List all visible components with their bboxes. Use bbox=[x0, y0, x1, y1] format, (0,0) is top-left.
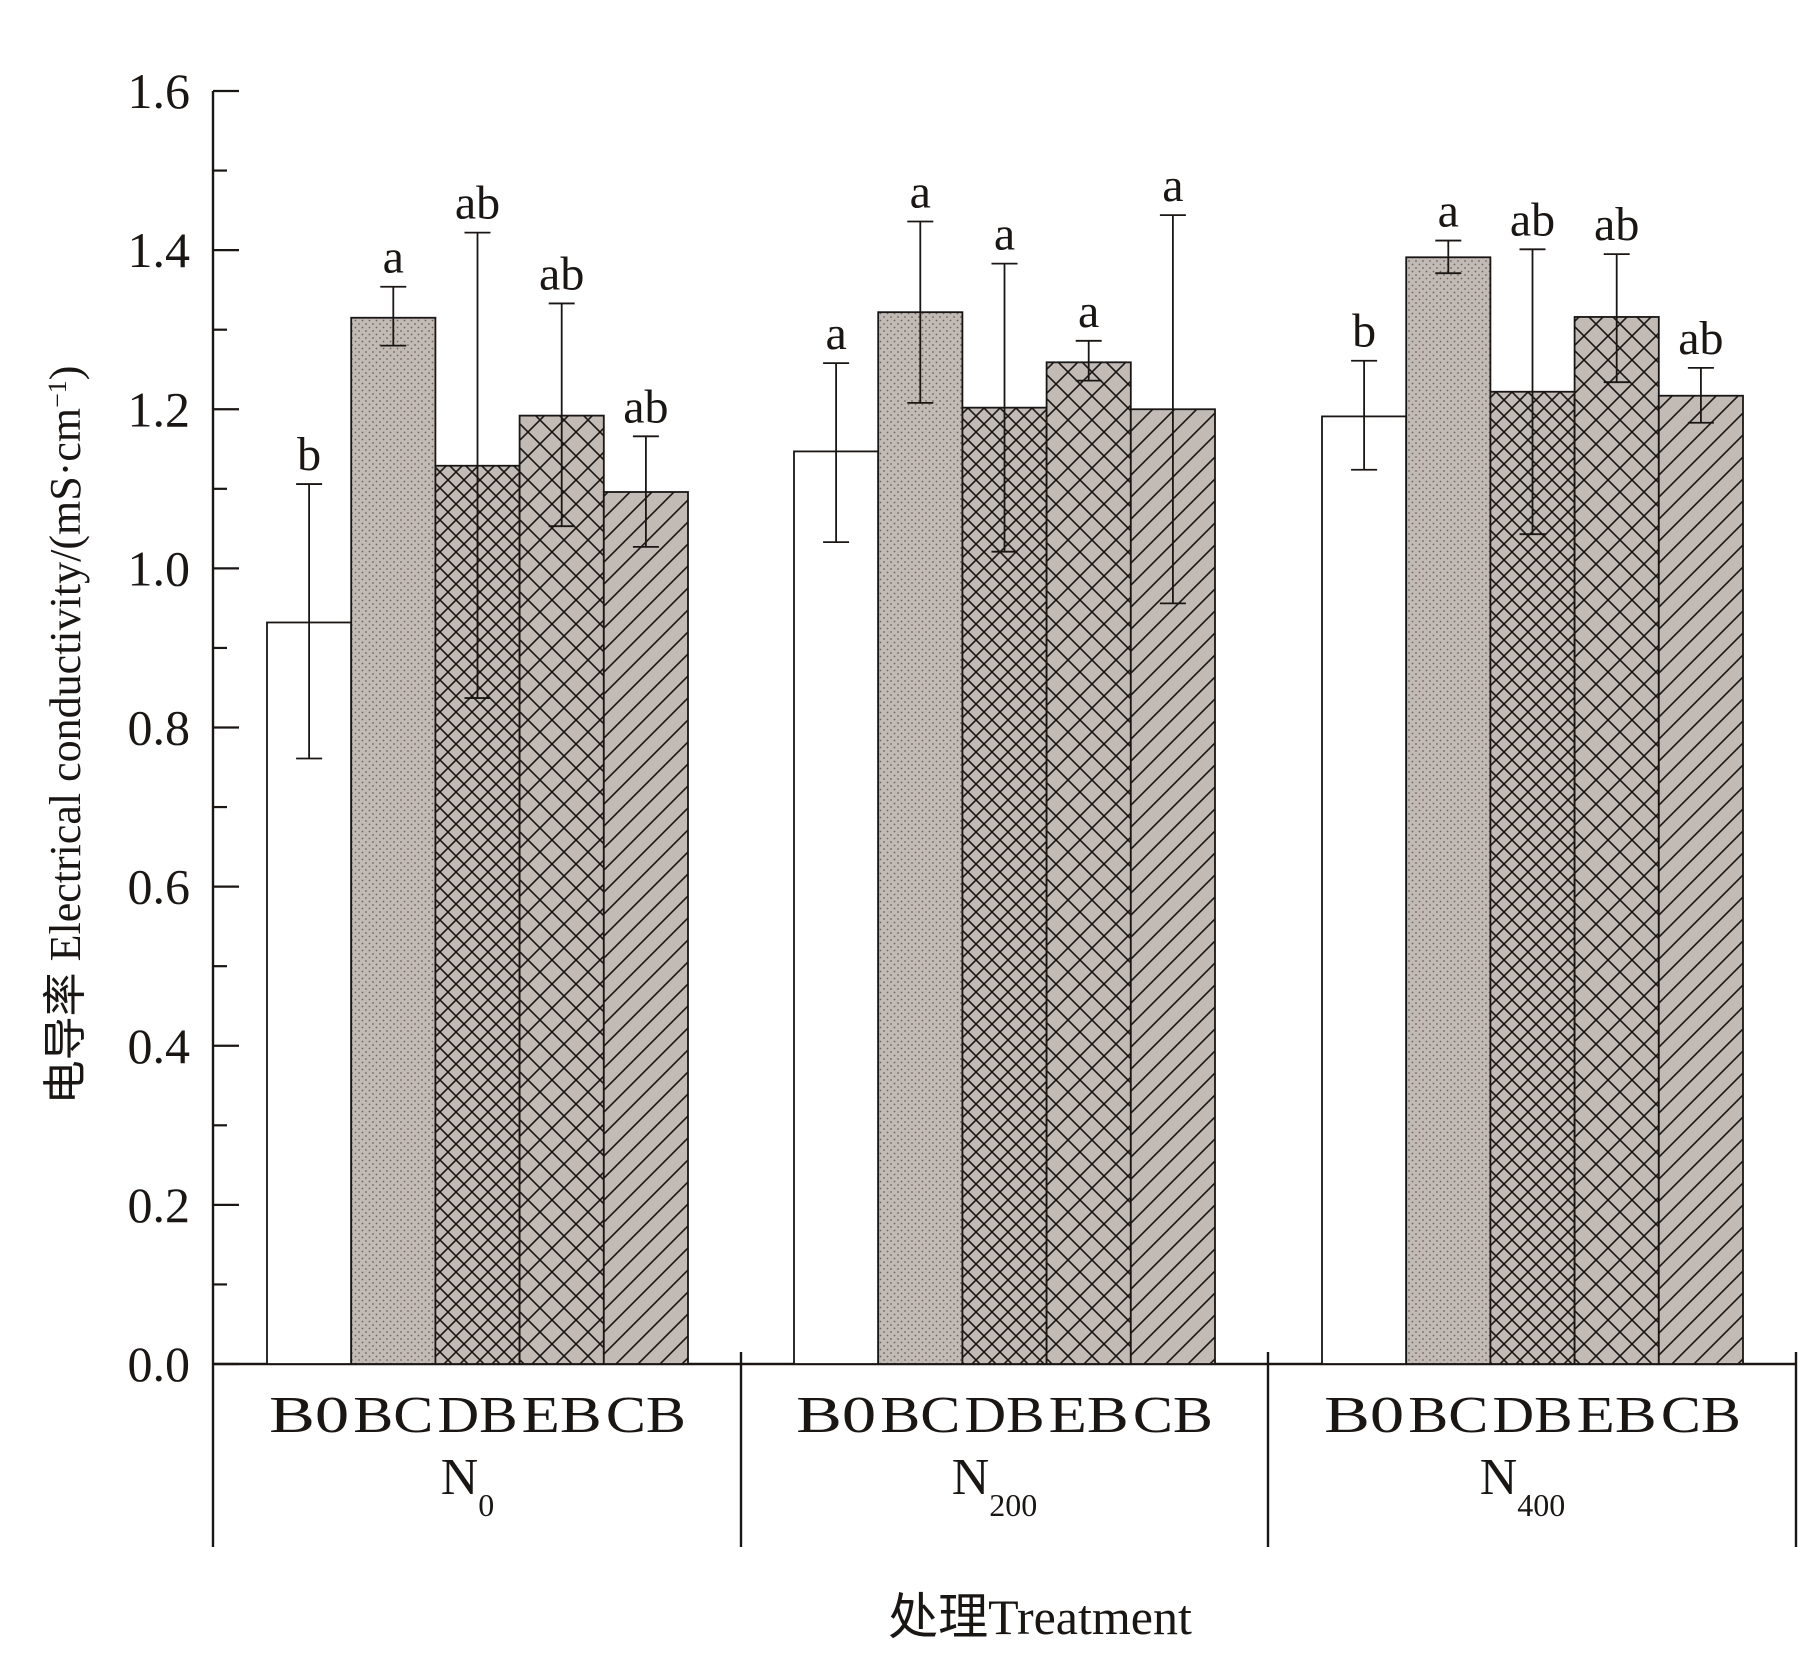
bar-N0-EB bbox=[518, 414, 605, 1365]
group-label-sub: 400 bbox=[1517, 1487, 1565, 1523]
significance-letter: ab bbox=[1594, 198, 1639, 251]
bar-N400-CB bbox=[1657, 394, 1744, 1365]
significance-letter: a bbox=[1078, 285, 1099, 338]
y-ticks: 0.0 0.2 0.4 0.6 0.8 1.0 1.2 1.4 1.6 bbox=[128, 63, 239, 1392]
y-tick-label: 1.0 bbox=[128, 540, 191, 596]
y-tick-label: 0.6 bbox=[128, 859, 191, 915]
significance-letter: ab bbox=[1678, 312, 1723, 365]
y-axis-label: 电导率 Electrical conductivity/(mS·cm−1) bbox=[41, 366, 90, 1105]
bar-N400-EB bbox=[1573, 316, 1660, 1365]
error-bars bbox=[296, 214, 1714, 760]
x-tick-label: DB bbox=[438, 1387, 518, 1444]
group-label-sub: 0 bbox=[478, 1487, 494, 1523]
significance-letter: a bbox=[994, 208, 1015, 261]
significance-letter: a bbox=[1162, 159, 1183, 212]
bar-N400-B0 bbox=[1321, 415, 1408, 1365]
bar-N0-CB bbox=[602, 491, 689, 1365]
y-tick-label: 1.4 bbox=[128, 222, 191, 278]
significance-letter: ab bbox=[455, 177, 500, 230]
group-label-main: N bbox=[1480, 1449, 1518, 1506]
x-tick-label: EB bbox=[522, 1387, 602, 1444]
x-tick-label: EB bbox=[1049, 1387, 1129, 1444]
y-tick-label: 1.2 bbox=[128, 381, 191, 437]
y-tick-label: 0.2 bbox=[128, 1177, 191, 1233]
significance-letter: a bbox=[1438, 185, 1459, 238]
x-tick-label: CB bbox=[606, 1387, 686, 1444]
bar-N400-DB bbox=[1489, 390, 1576, 1365]
significance-letter: ab bbox=[539, 247, 584, 300]
x-axis-label: 处理Treatment bbox=[888, 1589, 1192, 1645]
bars bbox=[266, 256, 1744, 1365]
y-tick-label: 0.4 bbox=[128, 1018, 191, 1074]
x-tick-label: CB bbox=[1661, 1387, 1741, 1444]
significance-letter: ab bbox=[1510, 193, 1555, 246]
group-label: N400 bbox=[1480, 1449, 1566, 1523]
group-label-sub: 200 bbox=[989, 1487, 1037, 1523]
significance-letter: b bbox=[297, 428, 321, 481]
y-tick-label: 0.8 bbox=[128, 700, 191, 756]
x-tick-label: BC bbox=[1408, 1387, 1488, 1444]
x-tick-label: BC bbox=[353, 1387, 433, 1444]
group-label-main: N bbox=[952, 1449, 990, 1506]
bar-N400-BC bbox=[1405, 256, 1492, 1365]
significance-letter: b bbox=[1352, 305, 1376, 358]
x-tick-label: EB bbox=[1577, 1387, 1657, 1444]
x-tick-label: CB bbox=[1133, 1387, 1213, 1444]
y-tick-label: 1.6 bbox=[128, 63, 191, 119]
group-label-main: N bbox=[441, 1449, 479, 1506]
bar-N200-EB bbox=[1045, 361, 1132, 1365]
x-tick-label: B0 bbox=[269, 1387, 349, 1444]
x-tick-label: B0 bbox=[796, 1387, 876, 1444]
significance-letter: ab bbox=[623, 380, 668, 433]
significance-letter: a bbox=[383, 231, 404, 284]
y-tick-label: 0.0 bbox=[128, 1336, 191, 1392]
group-label: N200 bbox=[952, 1449, 1038, 1523]
significance-letter: a bbox=[910, 165, 931, 218]
y-axis-label-sup: −1 bbox=[43, 380, 72, 408]
group-label: N0 bbox=[441, 1449, 495, 1523]
bar-N200-BC bbox=[877, 311, 964, 1365]
bar-N200-B0 bbox=[793, 450, 880, 1365]
x-tick-label: DB bbox=[1493, 1387, 1573, 1444]
x-tick-label: BC bbox=[880, 1387, 960, 1444]
bar-N0-BC bbox=[350, 316, 437, 1365]
y-axis-label-close: ) bbox=[41, 366, 90, 381]
significance-letter: a bbox=[825, 307, 846, 360]
x-tick-label: B0 bbox=[1324, 1387, 1404, 1444]
y-axis-label-main: 电导率 Electrical conductivity/(mS·cm bbox=[41, 408, 90, 1104]
x-tick-label: DB bbox=[965, 1387, 1045, 1444]
